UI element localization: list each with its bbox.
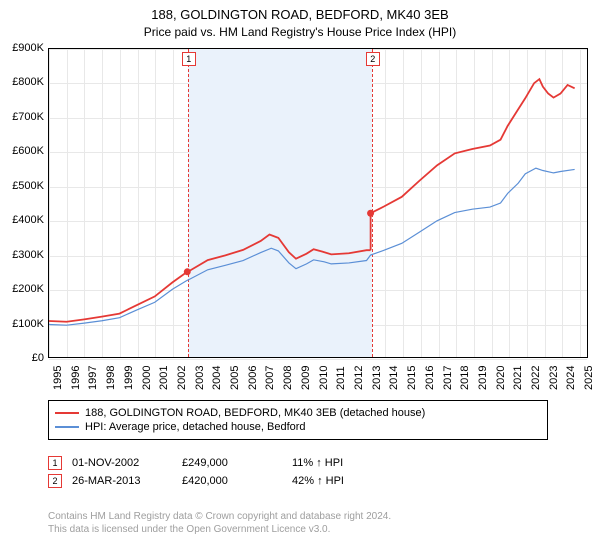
x-axis-label: 1995 [52, 366, 64, 390]
x-axis-label: 2015 [406, 366, 418, 390]
x-axis-label: 1996 [70, 366, 82, 390]
y-axis-label: £900K [12, 42, 44, 54]
chart-legend: 188, GOLDINGTON ROAD, BEDFORD, MK40 3EB … [48, 400, 548, 440]
x-axis-label: 2001 [158, 366, 170, 390]
footer-line1: Contains HM Land Registry data © Crown c… [48, 510, 391, 523]
x-axis-label: 2003 [194, 366, 206, 390]
sale-index-box: 2 [48, 474, 62, 488]
x-axis-label: 2017 [442, 366, 454, 390]
y-axis-label: £0 [32, 352, 44, 364]
x-axis-label: 2002 [176, 366, 188, 390]
x-axis-label: 2021 [512, 366, 524, 390]
title-line1: 188, GOLDINGTON ROAD, BEDFORD, MK40 3EB [0, 6, 600, 24]
sale-index-box: 1 [48, 456, 62, 470]
x-axis-label: 2007 [264, 366, 276, 390]
y-axis-label: £600K [12, 145, 44, 157]
x-axis-label: 2016 [424, 366, 436, 390]
y-axis-label: £500K [12, 180, 44, 192]
y-axis-label: £100K [12, 318, 44, 330]
sale-row: 2 26-MAR-2013£420,00042% ↑ HPI [48, 474, 402, 488]
sale-delta: 42% ↑ HPI [292, 475, 402, 487]
sale-row: 1 01-NOV-2002£249,00011% ↑ HPI [48, 456, 402, 470]
x-axis-label: 2023 [548, 366, 560, 390]
x-axis-label: 2008 [282, 366, 294, 390]
x-axis-label: 2006 [247, 366, 259, 390]
x-axis-label: 2011 [335, 366, 347, 390]
chart-plot-area: 12 [48, 48, 588, 358]
x-axis-label: 1998 [105, 366, 117, 390]
x-axis-label: 2000 [141, 366, 153, 390]
x-axis-label: 2025 [583, 366, 595, 390]
x-axis-label: 2019 [477, 366, 489, 390]
sale-delta: 11% ↑ HPI [292, 457, 402, 469]
sale-price: £420,000 [182, 475, 292, 487]
sale-date: 01-NOV-2002 [72, 457, 182, 469]
x-axis-label: 1997 [87, 366, 99, 390]
chart-lines [49, 49, 587, 357]
x-axis-label: 2018 [459, 366, 471, 390]
x-axis-label: 2020 [495, 366, 507, 390]
x-axis-label: 2012 [353, 366, 365, 390]
footer-attribution: Contains HM Land Registry data © Crown c… [48, 510, 391, 536]
x-axis-label: 2013 [371, 366, 383, 390]
legend-swatch-hpi [55, 426, 79, 428]
legend-swatch-property [55, 412, 79, 414]
title-line2: Price paid vs. HM Land Registry's House … [0, 24, 600, 40]
y-axis-label: £200K [12, 283, 44, 295]
x-axis-label: 2009 [300, 366, 312, 390]
footer-line2: This data is licensed under the Open Gov… [48, 523, 391, 536]
sale-events-list: 1 01-NOV-2002£249,00011% ↑ HPI 2 26-MAR-201… [48, 452, 402, 492]
y-axis-label: £400K [12, 214, 44, 226]
x-axis-label: 1999 [123, 366, 135, 390]
chart-titles: 188, GOLDINGTON ROAD, BEDFORD, MK40 3EB … [0, 0, 600, 40]
legend-label-property: 188, GOLDINGTON ROAD, BEDFORD, MK40 3EB … [85, 407, 425, 419]
x-axis-label: 2005 [229, 366, 241, 390]
sale-price: £249,000 [182, 457, 292, 469]
legend-label-hpi: HPI: Average price, detached house, Bedf… [85, 421, 306, 433]
x-axis-label: 2004 [211, 366, 223, 390]
y-axis-label: £700K [12, 111, 44, 123]
y-axis-label: £300K [12, 249, 44, 261]
y-axis-label: £800K [12, 76, 44, 88]
x-axis-label: 2022 [530, 366, 542, 390]
x-axis-label: 2014 [388, 366, 400, 390]
x-axis-label: 2010 [318, 366, 330, 390]
x-axis-label: 2024 [565, 366, 577, 390]
sale-date: 26-MAR-2013 [72, 475, 182, 487]
